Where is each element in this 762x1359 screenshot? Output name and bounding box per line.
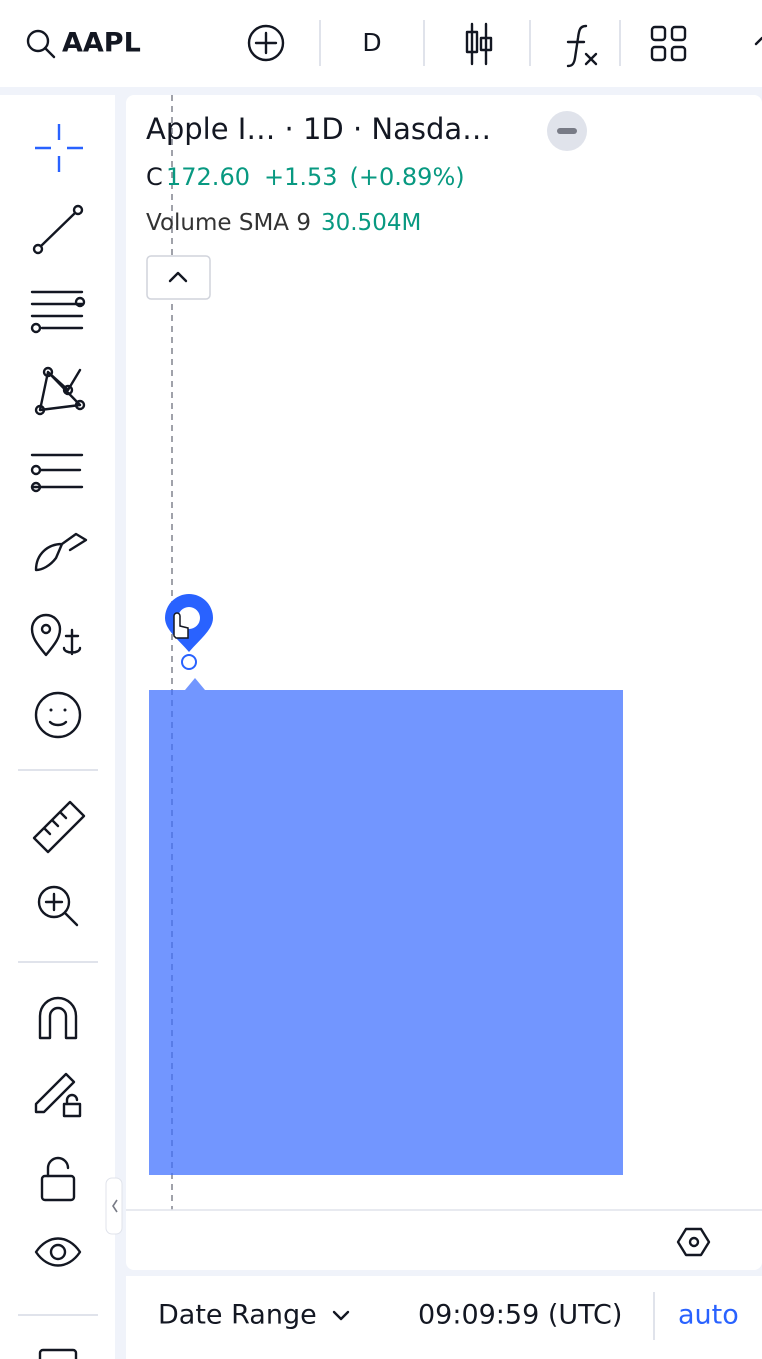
add-symbol[interactable] xyxy=(247,24,285,62)
emoji-tool[interactable] xyxy=(34,691,82,739)
visibility-tool[interactable] xyxy=(34,1237,82,1267)
prediction-tool[interactable] xyxy=(30,453,84,493)
auto-scale[interactable]: auto xyxy=(678,1300,739,1331)
fib-tool[interactable] xyxy=(30,290,86,334)
ruler-tool[interactable] xyxy=(32,800,86,854)
date-range[interactable]: Date Range xyxy=(158,1300,317,1331)
search-button[interactable]: AAPL xyxy=(26,28,141,59)
axis-settings[interactable] xyxy=(676,1227,711,1257)
text-drawing[interactable] xyxy=(149,690,623,1175)
collapse-legend[interactable] xyxy=(547,111,587,151)
clock: 09:09:59 (UTC) xyxy=(418,1300,622,1331)
brush-tool[interactable] xyxy=(34,532,88,572)
layouts[interactable] xyxy=(650,25,687,62)
volume-legend: Volume SMA 9 30.504M xyxy=(146,210,421,236)
text-tool[interactable] xyxy=(30,613,82,657)
magnet-tool[interactable] xyxy=(38,996,78,1040)
change-pct: (+0.89%) xyxy=(350,163,465,191)
legend-title[interactable]: Apple I… · 1D · Nasda… xyxy=(146,112,491,146)
volume-value: 30.504M xyxy=(321,210,421,236)
left-toolbar xyxy=(0,95,115,1359)
volume-label: Volume SMA 9 xyxy=(146,210,311,236)
top-bar xyxy=(0,0,762,87)
close-label: C xyxy=(146,163,163,191)
cursor-pin xyxy=(165,594,213,670)
legend-toggle[interactable] xyxy=(146,255,211,300)
change: +1.53 xyxy=(264,163,338,191)
crosshair-tool[interactable] xyxy=(35,124,83,172)
pattern-tool[interactable] xyxy=(34,366,86,416)
footer xyxy=(126,1276,762,1359)
toolbar-handle[interactable] xyxy=(105,1177,123,1235)
trend-line-tool[interactable] xyxy=(32,204,84,255)
chart-type[interactable] xyxy=(465,22,493,66)
lock-tool[interactable] xyxy=(40,1156,76,1202)
symbol[interactable]: AAPL xyxy=(62,28,141,59)
close-value: 172.60 xyxy=(166,163,250,191)
lock-draw-tool[interactable] xyxy=(34,1072,82,1118)
zoom-tool[interactable] xyxy=(37,885,79,927)
interval-button[interactable]: D xyxy=(362,28,381,57)
indicators[interactable] xyxy=(566,24,598,68)
legend-values: C 172.60 +1.53 (+0.89%) xyxy=(146,163,465,191)
